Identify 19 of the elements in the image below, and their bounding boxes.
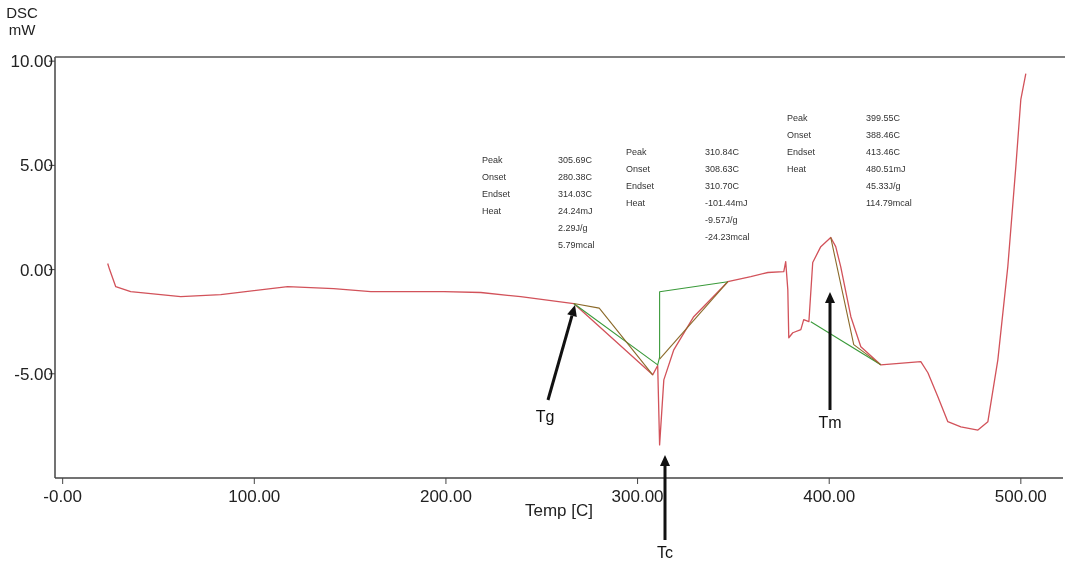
x-tick-label: 100.00 (228, 487, 281, 506)
x-tick-label: 200.00 (419, 487, 472, 506)
text: Peak 310.84C Onset 308.63C Endset 310.70C Heat -101.44mJ -9.57J/g -24.23mcal (626, 147, 750, 242)
text: Tc (657, 544, 673, 561)
x-tick-label: 400.00 (803, 487, 856, 506)
text: Peak 399.55C Onset 388.46C Endset 413.46C Heat 480.51mJ 45.33J/g 114.79mcal (787, 113, 912, 208)
y-tick-label: -5.00 (14, 364, 53, 384)
x-tick-label: 500.00 (994, 487, 1047, 506)
y-axis-title: DSC mW (6, 4, 38, 38)
x-axis-title: Temp [C] (524, 501, 594, 520)
text: Peak 305.69C Onset 280.38C Endset 314.03C Heat 24.24mJ 2.29J/g 5.79mcal (482, 155, 595, 250)
y-tick-label: 0.00 (19, 260, 53, 280)
x-tick-label: -0.00 (43, 487, 83, 506)
y-tick-label: 5.00 (19, 156, 53, 176)
line-series (107, 73, 1027, 446)
annotation: Tg (535, 408, 555, 425)
x-tick-label: 300.00 (611, 487, 664, 506)
annotation: Tm (818, 414, 842, 431)
y-tick-label: 10.00 (10, 52, 53, 72)
